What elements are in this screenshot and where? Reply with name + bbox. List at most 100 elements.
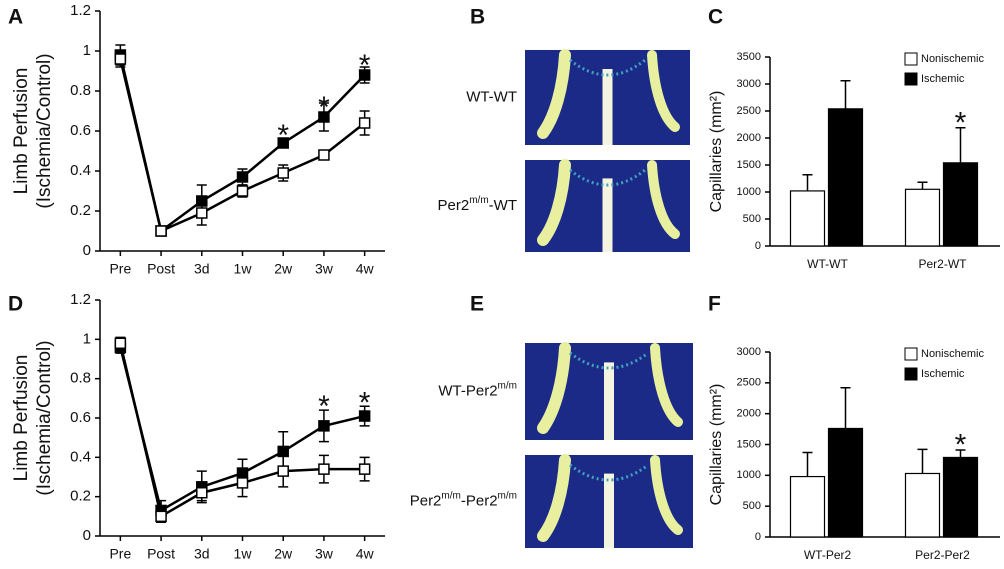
limb <box>650 343 683 427</box>
marker <box>196 486 208 499</box>
marker <box>358 410 371 422</box>
tail <box>602 69 613 145</box>
limb <box>537 159 571 246</box>
y-axis-label: (Ischemia/Control) <box>34 53 55 208</box>
legend-swatch <box>904 347 918 361</box>
significance-mark: * <box>318 91 330 124</box>
image-label: WT-WT <box>466 88 517 105</box>
marker <box>358 69 371 81</box>
x-tick-label: Per2-WT <box>919 257 968 271</box>
legend-label: Ischemic <box>921 73 965 85</box>
marker <box>155 510 167 523</box>
marker <box>155 225 167 237</box>
error-bar <box>840 387 851 429</box>
image-label: Per2m/m-Per2m/m <box>410 490 517 509</box>
error-bar <box>917 448 928 474</box>
label-part: Per2 <box>410 492 442 509</box>
x-tick-label: 3d <box>194 261 210 277</box>
label-part: m/m <box>469 195 488 206</box>
legend-swatch <box>904 367 918 381</box>
bar <box>827 108 864 247</box>
marker <box>318 111 330 123</box>
error-bar <box>840 80 851 109</box>
y-tick-label: 2000 <box>737 132 761 144</box>
label-part: -Per2 <box>461 492 498 509</box>
legend-label: Nonischemic <box>921 348 984 360</box>
series-line <box>119 58 366 233</box>
limb <box>537 49 571 139</box>
y-axis-label: Limb Perfusion <box>11 68 32 195</box>
x-tick-label: 4w <box>356 261 375 277</box>
label-part: WT-WT <box>466 88 517 105</box>
label-part: m/m <box>441 490 460 501</box>
x-tick-label: 1w <box>234 261 253 277</box>
bar <box>942 162 979 247</box>
x-tick-label: Post <box>147 261 175 277</box>
y-tick-label: 500 <box>743 213 761 225</box>
x-tick-label: 2w <box>274 261 293 277</box>
image-label: WT-Per2m/m <box>438 380 517 399</box>
x-tick-label: 1w <box>234 546 253 562</box>
legend-swatch <box>904 72 918 86</box>
y-tick-label: 1.2 <box>70 2 91 19</box>
label-part: m/m <box>498 490 517 501</box>
x-tick-label: Pre <box>109 546 131 562</box>
label-part: WT-Per2 <box>438 382 497 399</box>
panel-label: A <box>8 6 23 29</box>
y-tick-label: 2500 <box>737 377 761 389</box>
marker <box>277 465 289 477</box>
y-tick-label: 0 <box>755 531 761 543</box>
y-tick-label: 3000 <box>737 346 761 358</box>
y-tick-label: 0.4 <box>70 162 91 179</box>
limb <box>537 454 571 542</box>
marker <box>277 167 289 179</box>
x-tick-label: WT-Per2 <box>804 548 852 562</box>
legend-label: Nonischemic <box>921 53 984 65</box>
x-tick-label: 3w <box>315 546 334 562</box>
y-tick-label: 2500 <box>737 105 761 117</box>
significance-mark: * <box>955 106 967 139</box>
x-tick-label: 3d <box>194 546 210 562</box>
bar <box>904 472 941 538</box>
tail <box>604 473 614 548</box>
bar <box>942 456 979 538</box>
series-line <box>119 54 366 234</box>
significance-mark: * <box>359 49 371 82</box>
edge <box>569 58 646 77</box>
marker <box>196 207 208 219</box>
y-tick-label: 0 <box>755 240 761 252</box>
error-bar <box>802 173 813 191</box>
marker <box>358 117 371 129</box>
limb <box>650 455 683 535</box>
x-tick-label: Per2-Per2 <box>915 548 970 562</box>
y-tick-label: 0.2 <box>70 488 91 505</box>
panel-label: D <box>8 293 23 316</box>
marker <box>236 185 249 197</box>
y-tick-label: 1000 <box>737 186 761 198</box>
x-tick-label: Post <box>147 546 175 562</box>
x-tick-label: 2w <box>274 546 293 562</box>
y-tick-label: 500 <box>743 500 761 512</box>
marker <box>236 477 249 489</box>
legend-label: Ischemic <box>921 368 965 380</box>
significance-mark: * <box>277 119 289 152</box>
y-tick-label: 1000 <box>737 469 761 481</box>
y-tick-label: 1 <box>83 42 91 59</box>
significance-mark: * <box>318 390 330 423</box>
x-tick-label: 3w <box>315 261 334 277</box>
y-tick-label: 1500 <box>737 438 761 450</box>
panel-label: B <box>470 6 485 29</box>
tail <box>604 362 614 440</box>
marker <box>114 53 127 65</box>
y-tick-label: 1500 <box>737 159 761 171</box>
y-tick-label: 0 <box>83 242 91 259</box>
y-tick-label: 0.4 <box>70 448 91 465</box>
significance-mark: * <box>955 428 967 461</box>
tail <box>602 178 613 252</box>
y-tick-label: 0.8 <box>70 370 91 387</box>
y-tick-label: 0.6 <box>70 122 91 139</box>
y-tick-label: 3500 <box>737 51 761 63</box>
y-axis-label: (Ischemia/Control) <box>34 340 55 495</box>
label-part: m/m <box>498 380 517 391</box>
